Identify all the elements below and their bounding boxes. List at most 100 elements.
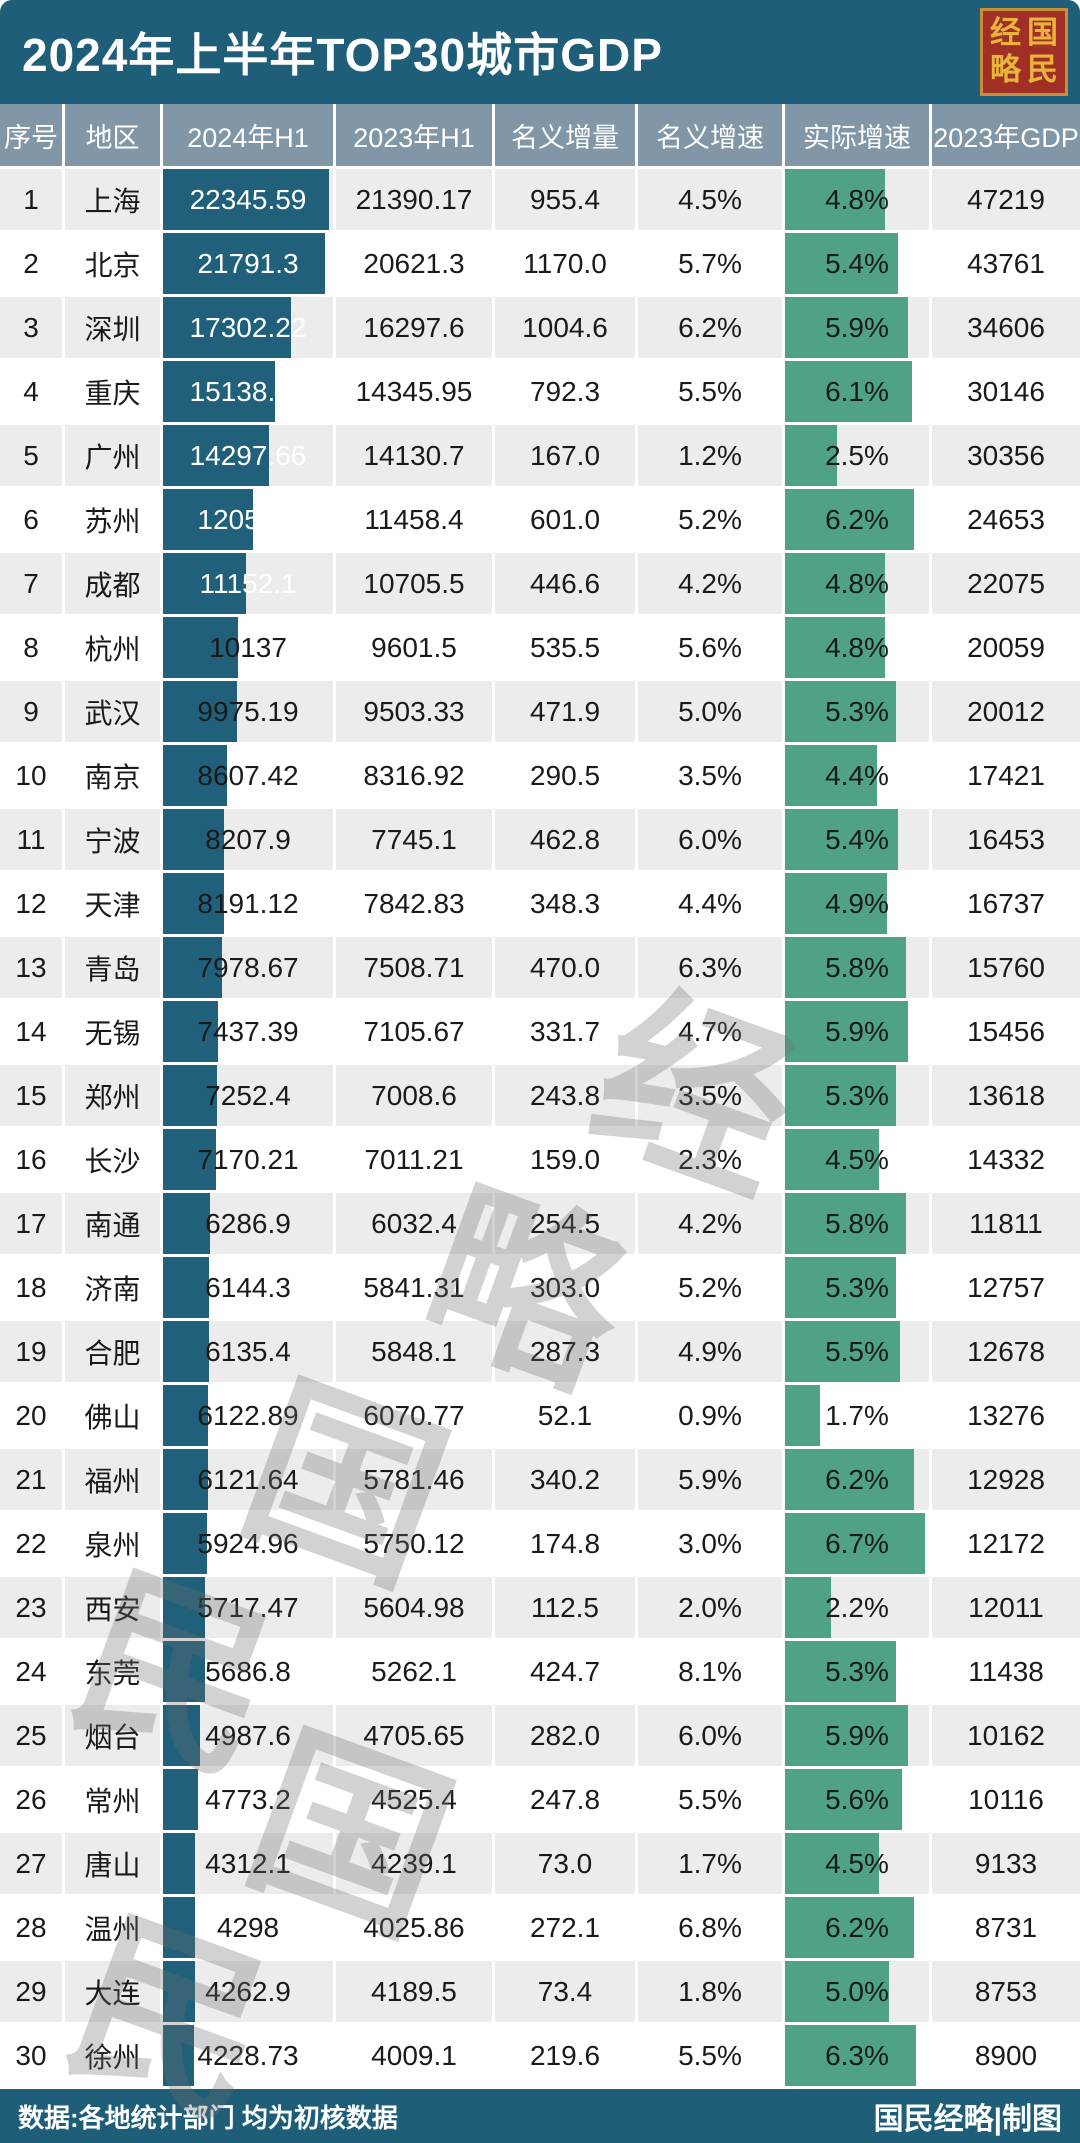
gdp-2024h1-bar [163,1193,210,1254]
rank-cell: 15 [0,1065,62,1126]
gdp-2024h1-cell: 7252.4 [163,1065,333,1126]
table-row: 30 徐州 4228.73 4009.1 219.6 5.5% 6.3% 8900 [0,2025,1080,2086]
table-row: 13 青岛 7978.67 7508.71 470.0 6.3% 5.8% 15760 [0,937,1080,998]
gdp-2024h1-cell: 4773.2 [163,1769,333,1830]
real-growth-value: 5.9% [825,311,889,343]
gdp-2023h1-cell: 4525.4 [336,1769,492,1830]
rank-cell: 13 [0,937,62,998]
gdp-2023-cell: 34606 [932,297,1080,358]
rank-cell: 16 [0,1129,62,1190]
gdp-2024h1-value: 7170.21 [197,1143,299,1175]
nominal-growth-cell: 1.8% [638,1961,782,2022]
gdp-2024h1-cell: 12059.4 [163,489,333,550]
city-cell: 武汉 [65,681,160,742]
gdp-2024h1-cell: 4298 [163,1897,333,1958]
gdp-2023h1-cell: 5848.1 [336,1321,492,1382]
gdp-2023-cell: 10162 [932,1705,1080,1766]
real-growth-cell: 5.6% [785,1769,929,1830]
gdp-2023h1-cell: 16297.6 [336,297,492,358]
gdp-2023h1-cell: 21390.17 [336,169,492,230]
real-growth-bar [785,617,886,678]
real-growth-value: 4.8% [825,631,889,663]
rank-cell: 11 [0,809,62,870]
gdp-2024h1-bar [163,1833,195,1894]
gdp-2023-cell: 15456 [932,1001,1080,1062]
city-cell: 郑州 [65,1065,160,1126]
rank-cell: 14 [0,1001,62,1062]
real-growth-cell: 5.8% [785,1193,929,1254]
real-growth-cell: 2.5% [785,425,929,486]
table-row: 14 无锡 7437.39 7105.67 331.7 4.7% 5.9% 15456 [0,1001,1080,1062]
gdp-2024h1-cell: 6135.4 [163,1321,333,1382]
gdp-2023h1-cell: 9601.5 [336,617,492,678]
real-growth-bar [785,745,877,806]
table-row: 8 杭州 10137 9601.5 535.5 5.6% 4.8% 20059 [0,617,1080,678]
city-cell: 济南 [65,1257,160,1318]
gdp-2023-cell: 22075 [932,553,1080,614]
real-growth-cell: 6.2% [785,1897,929,1958]
gdp-2023-cell: 12757 [932,1257,1080,1318]
table-row: 15 郑州 7252.4 7008.6 243.8 3.5% 5.3% 13618 [0,1065,1080,1126]
real-growth-value: 6.7% [825,1527,889,1559]
nominal-increase-cell: 73.4 [495,1961,635,2022]
real-growth-bar [785,1833,879,1894]
gdp-2023h1-cell: 4705.65 [336,1705,492,1766]
nominal-increase-cell: 348.3 [495,873,635,934]
gdp-2023h1-cell: 4239.1 [336,1833,492,1894]
table-row: 1 上海 22345.59 21390.17 955.4 4.5% 4.8% 47219 [0,169,1080,230]
real-growth-cell: 6.1% [785,361,929,422]
nominal-increase-cell: 290.5 [495,745,635,806]
gdp-2024h1-value: 14297.66 [189,439,307,471]
gdp-2024h1-value: 10137 [209,631,287,663]
table-row: 2 北京 21791.3 20621.3 1170.0 5.7% 5.4% 43761 [0,233,1080,294]
rank-cell: 26 [0,1769,62,1830]
nominal-increase-cell: 1004.6 [495,297,635,358]
gdp-2024h1-value: 4262.9 [205,1975,291,2007]
real-growth-value: 5.5% [825,1335,889,1367]
gdp-2024h1-bar [163,297,292,358]
gdp-2024h1-bar [163,681,238,742]
nominal-growth-cell: 6.0% [638,1705,782,1766]
nominal-growth-cell: 5.5% [638,2025,782,2086]
gdp-2023-cell: 17421 [932,745,1080,806]
real-growth-bar [785,1897,915,1958]
nominal-growth-cell: 5.6% [638,617,782,678]
city-cell: 福州 [65,1449,160,1510]
real-growth-value: 4.5% [825,1847,889,1879]
nominal-increase-cell: 446.6 [495,553,635,614]
gdp-2023h1-cell: 8316.92 [336,745,492,806]
col-header-real-growth: 实际增速 [785,104,929,166]
nominal-growth-cell: 6.3% [638,937,782,998]
city-cell: 泉州 [65,1513,160,1574]
gdp-2024h1-value: 9975.19 [197,695,299,727]
credit-note: 国民经略|制图 [873,2103,1062,2136]
city-cell: 无锡 [65,1001,160,1062]
gdp-2024h1-value: 15138.24 [189,375,307,407]
real-growth-cell: 5.3% [785,681,929,742]
real-growth-cell: 5.9% [785,1705,929,1766]
gdp-2024h1-bar [163,1385,209,1446]
real-growth-value: 6.1% [825,375,889,407]
nominal-increase-cell: 1170.0 [495,233,635,294]
gdp-2023-cell: 8731 [932,1897,1080,1958]
table-row: 7 成都 11152.1 10705.5 446.6 4.2% 4.8% 22075 [0,553,1080,614]
nominal-increase-cell: 219.6 [495,2025,635,2086]
real-growth-bar [785,873,888,934]
real-growth-cell: 4.9% [785,873,929,934]
nominal-increase-cell: 243.8 [495,1065,635,1126]
gdp-2024h1-cell: 5924.96 [163,1513,333,1574]
nominal-growth-cell: 6.0% [638,809,782,870]
real-growth-bar [785,681,896,742]
rank-cell: 28 [0,1897,62,1958]
gdp-2023-cell: 20012 [932,681,1080,742]
gdp-2024h1-cell: 9975.19 [163,681,333,742]
gdp-2024h1-value: 6286.9 [205,1207,291,1239]
rank-cell: 7 [0,553,62,614]
gdp-2024h1-bar [163,553,246,614]
table-row: 27 唐山 4312.1 4239.1 73.0 1.7% 4.5% 9133 [0,1833,1080,1894]
rank-cell: 6 [0,489,62,550]
data-source-note: 数据:各地统计部门 均为初核数据 [18,2102,398,2133]
rank-cell: 8 [0,617,62,678]
gdp-2024h1-cell: 4312.1 [163,1833,333,1894]
table-row: 28 温州 4298 4025.86 272.1 6.8% 6.2% 8731 [0,1897,1080,1958]
